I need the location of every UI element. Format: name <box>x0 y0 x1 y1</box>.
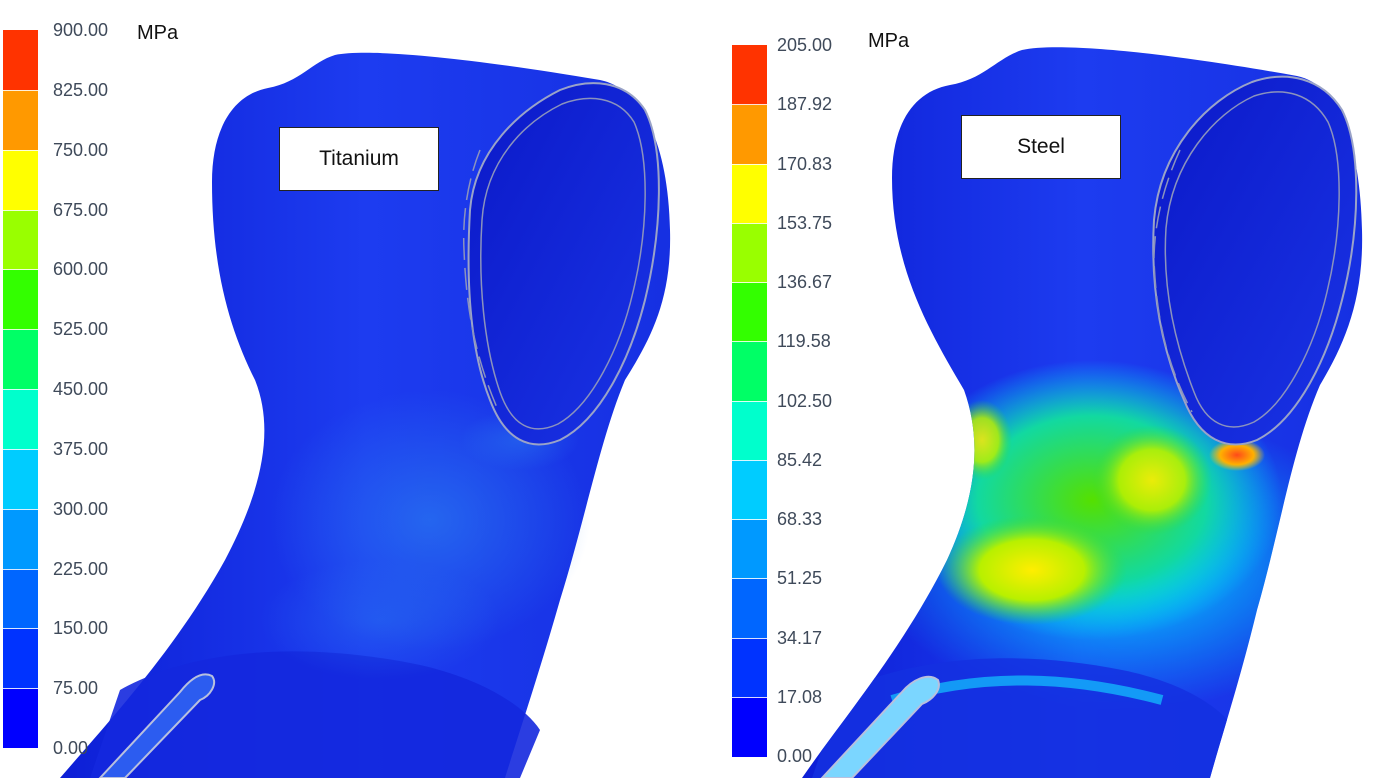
titanium-tube-outer-seam <box>462 149 499 411</box>
steel-material-label: Steel <box>961 115 1121 179</box>
steel-unit-label: MPa <box>868 30 910 52</box>
legend-tick-label: 150.00 <box>53 618 109 639</box>
legend-tick-label: 600.00 <box>53 259 109 280</box>
steel-stress-yellow-zone-edge <box>952 400 1012 480</box>
legend-band-separator <box>3 628 38 630</box>
legend-tick-label: 136.67 <box>777 272 833 292</box>
legend-color-band <box>3 508 38 569</box>
steel-color-legend-bar <box>732 45 767 757</box>
legend-band-separator <box>732 341 767 343</box>
legend-band-separator <box>3 508 38 510</box>
titanium-material-label: Titanium <box>279 127 439 191</box>
legend-color-band <box>732 104 767 164</box>
legend-band-separator <box>732 282 767 283</box>
legend-band-separator <box>732 519 767 520</box>
legend-tick-label: 75.00 <box>53 678 99 699</box>
legend-tick-label: 68.33 <box>777 509 823 529</box>
steel-slot <box>820 675 940 778</box>
legend-tick-label: 750.00 <box>53 139 109 160</box>
legend-band-separator <box>3 448 38 450</box>
titanium-unit-label: MPa <box>137 22 179 44</box>
legend-tick-label: 675.00 <box>53 199 109 220</box>
legend-color-band <box>732 45 767 105</box>
legend-color-band <box>732 400 767 461</box>
legend-band-separator <box>3 688 38 690</box>
legend-color-band <box>3 628 38 689</box>
legend-color-band <box>732 341 767 401</box>
titanium-tube-inner-rim <box>480 97 646 430</box>
legend-band-separator <box>732 222 767 224</box>
steel-tube-outer-seam <box>1153 149 1193 413</box>
legend-band-separator <box>732 637 767 639</box>
legend-tick-label: 0.00 <box>53 738 89 758</box>
legend-color-band <box>732 637 767 698</box>
legend-band-separator <box>3 389 38 390</box>
steel-stress-yellow-zone-upper <box>1092 425 1212 535</box>
legend-tick-label: 170.83 <box>777 153 833 174</box>
legend-band-separator <box>3 269 38 271</box>
legend-color-band <box>732 459 767 520</box>
legend-tick-label: 102.50 <box>777 390 833 411</box>
legend-band-separator <box>3 568 38 570</box>
legend-band-separator <box>732 459 767 461</box>
legend-tick-label: 900.00 <box>53 20 109 40</box>
titanium-tube-opening <box>467 82 660 446</box>
legend-tick-label: 153.75 <box>777 212 833 233</box>
legend-tick-label: 51.25 <box>777 568 823 589</box>
legend-tick-label: 450.00 <box>53 379 109 399</box>
legend-color-band <box>732 519 767 579</box>
legend-tick-label: 375.00 <box>53 438 109 459</box>
titanium-panel: 900.00 825.00 750.00 675.00 600.00 525.00 450.… <box>0 0 692 778</box>
steel-tube-inner-rim <box>1164 91 1340 428</box>
legend-tick-label: 225.00 <box>53 558 109 579</box>
steel-stress-render <box>802 47 1363 778</box>
legend-color-band <box>732 163 767 224</box>
legend-color-band <box>3 389 38 450</box>
legend-band-separator <box>3 89 38 91</box>
legend-band-separator <box>3 209 38 211</box>
legend-color-band <box>732 578 767 638</box>
legend-tick-label: 825.00 <box>53 79 109 100</box>
legend-tick-label: 34.17 <box>777 627 823 648</box>
titanium-color-legend-bar <box>3 30 38 749</box>
titanium-stress-patch-lower <box>260 560 500 680</box>
legend-color-band <box>3 89 38 151</box>
legend-band-separator <box>3 329 38 331</box>
legend-color-band <box>3 688 38 749</box>
legend-tick-label: 205.00 <box>777 35 833 55</box>
legend-color-band <box>3 568 38 629</box>
titanium-slot <box>98 673 216 778</box>
legend-band-separator <box>732 578 767 580</box>
legend-color-band <box>732 696 767 757</box>
legend-band-separator <box>732 104 767 106</box>
legend-tick-label: 17.08 <box>777 686 823 707</box>
legend-color-band <box>732 222 767 283</box>
legend-band-separator <box>732 163 767 165</box>
steel-stress-yellow-zone <box>937 515 1127 625</box>
legend-color-band <box>3 448 38 510</box>
legend-band-separator <box>3 149 38 151</box>
legend-tick-label: 0.00 <box>777 746 813 766</box>
steel-tube-opening <box>1152 75 1358 446</box>
legend-tick-label: 85.42 <box>777 449 823 470</box>
steel-stress-hotspot <box>1209 439 1265 471</box>
legend-color-band <box>3 329 38 390</box>
legend-band-separator <box>732 400 767 402</box>
steel-panel: 205.00 187.92 170.83 153.75 136.67 119.58 102.… <box>692 0 1385 778</box>
legend-tick-label: 300.00 <box>53 498 109 519</box>
legend-tick-label: 187.92 <box>777 94 833 115</box>
legend-color-band <box>3 30 38 91</box>
legend-color-band <box>3 269 38 330</box>
legend-tick-label: 119.58 <box>777 331 831 352</box>
legend-tick-label: 525.00 <box>53 319 109 340</box>
legend-color-band <box>3 149 38 210</box>
legend-color-band <box>732 282 767 342</box>
legend-color-band <box>3 209 38 270</box>
titanium-stress-render <box>60 52 671 778</box>
legend-band-separator <box>732 696 767 698</box>
